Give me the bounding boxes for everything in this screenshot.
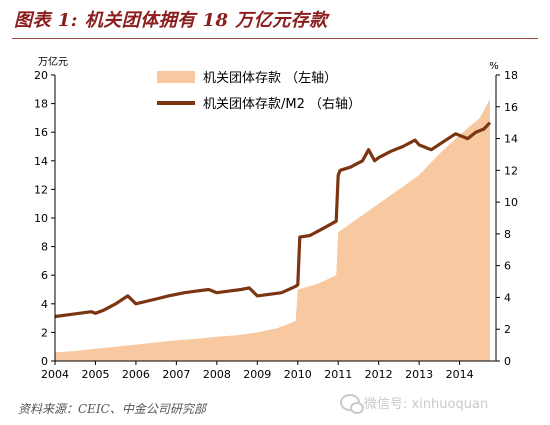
y-right-tick-label: 10 — [504, 196, 518, 209]
y-left-tick-label: 2 — [41, 326, 48, 339]
wechat-icon — [340, 394, 364, 414]
x-tick-label: 2006 — [122, 368, 150, 381]
figure-title: 图表 1: 机关团体拥有 18 万亿元存款 — [14, 10, 328, 31]
x-tick-label: 2008 — [203, 368, 231, 381]
x-tick-label: 2004 — [41, 368, 69, 381]
y-left-tick-label: 8 — [41, 241, 48, 254]
legend-label-line: 机关团体存款/M2 （右轴） — [203, 97, 361, 112]
x-tick-label: 2012 — [365, 368, 393, 381]
area-series-deposits — [55, 99, 490, 362]
y-left-tick-label: 4 — [41, 298, 48, 311]
legend-label-area: 机关团体存款 （左轴） — [203, 71, 337, 86]
y-right-tick-label: 0 — [504, 355, 511, 368]
x-tick-label: 2014 — [446, 368, 474, 381]
y-left-tick-label: 18 — [34, 98, 48, 111]
y-left-tick-label: 14 — [34, 155, 48, 168]
y-left-tick-label: 0 — [41, 355, 48, 368]
y-right-tick-label: 4 — [504, 291, 511, 304]
y-left-tick-label: 10 — [34, 212, 48, 225]
y-right-unit: % — [489, 61, 499, 72]
x-tick-label: 2011 — [324, 368, 352, 381]
y-right-tick-label: 14 — [504, 133, 518, 146]
x-tick-label: 2010 — [284, 368, 312, 381]
y-right-tick-label: 6 — [504, 260, 511, 273]
legend: 机关团体存款 （左轴） 机关团体存款/M2 （右轴） — [157, 71, 361, 112]
x-tick-label: 2009 — [243, 368, 271, 381]
y-left-tick-label: 16 — [34, 126, 48, 139]
title-divider — [12, 38, 538, 39]
legend-swatch-area — [157, 71, 195, 83]
line-layer — [54, 121, 492, 319]
y-left-tick-label: 20 — [34, 69, 48, 82]
area-layer — [55, 99, 490, 362]
y-left-unit: 万亿元 — [38, 55, 68, 68]
y-left-tick-label: 6 — [41, 269, 48, 282]
y-right-tick-label: 2 — [504, 323, 511, 336]
axes-layer: 0 2 4 6 8 10 12 14 16 18 20 0 2 4 6 8 10 12 14 16 18 2004 2005… — [34, 55, 518, 381]
watermark-text: 微信号: xinhuoquan — [364, 397, 489, 412]
line-series-deposit-m2-ratio — [54, 121, 492, 319]
x-tick-label: 2013 — [405, 368, 433, 381]
y-right-tick-label: 8 — [504, 228, 511, 241]
watermark: 微信号: xinhuoquan — [340, 393, 489, 414]
x-tick-label: 2005 — [81, 368, 109, 381]
y-right-tick-label: 12 — [504, 164, 518, 177]
y-right-tick-label: 16 — [504, 101, 518, 114]
y-right-tick-label: 18 — [504, 69, 518, 82]
x-tick-label: 2007 — [162, 368, 190, 381]
source-note: 资料来源：CEIC、中金公司研究部 — [18, 402, 206, 416]
y-left-tick-label: 12 — [34, 183, 48, 196]
